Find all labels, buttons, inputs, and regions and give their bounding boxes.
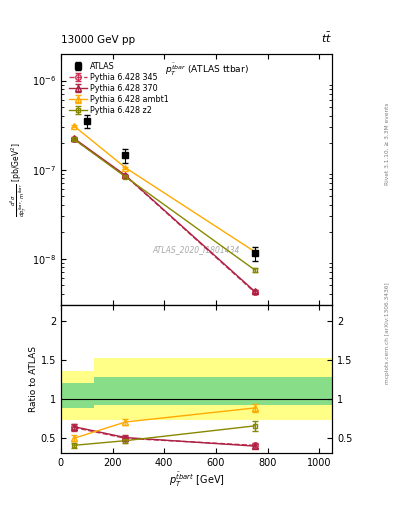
Text: Rivet 3.1.10, ≥ 3.3M events: Rivet 3.1.10, ≥ 3.3M events	[385, 102, 389, 185]
Y-axis label: $\frac{d^2\sigma}{dp^{\bar{t}bar}_T \cdot m^{\bar{t}bar}}$ [pb/GeV$^2$]: $\frac{d^2\sigma}{dp^{\bar{t}bar}_T \cdo…	[8, 142, 29, 217]
Text: mcplots.cern.ch [arXiv:1306.3436]: mcplots.cern.ch [arXiv:1306.3436]	[385, 282, 389, 383]
Text: 13000 GeV pp: 13000 GeV pp	[61, 35, 135, 45]
Text: $t\bar{t}$: $t\bar{t}$	[321, 31, 332, 45]
Text: ATLAS_2020_I1801434: ATLAS_2020_I1801434	[153, 245, 240, 254]
Y-axis label: Ratio to ATLAS: Ratio to ATLAS	[29, 346, 38, 412]
Text: $p_T^{\bar{t}bar}$ (ATLAS ttbar): $p_T^{\bar{t}bar}$ (ATLAS ttbar)	[165, 61, 249, 77]
Legend: ATLAS, Pythia 6.428 345, Pythia 6.428 370, Pythia 6.428 ambt1, Pythia 6.428 z2: ATLAS, Pythia 6.428 345, Pythia 6.428 37…	[68, 60, 171, 117]
X-axis label: $p^{\bar{t}bar{t}}_T$ [GeV]: $p^{\bar{t}bar{t}}_T$ [GeV]	[169, 471, 224, 489]
